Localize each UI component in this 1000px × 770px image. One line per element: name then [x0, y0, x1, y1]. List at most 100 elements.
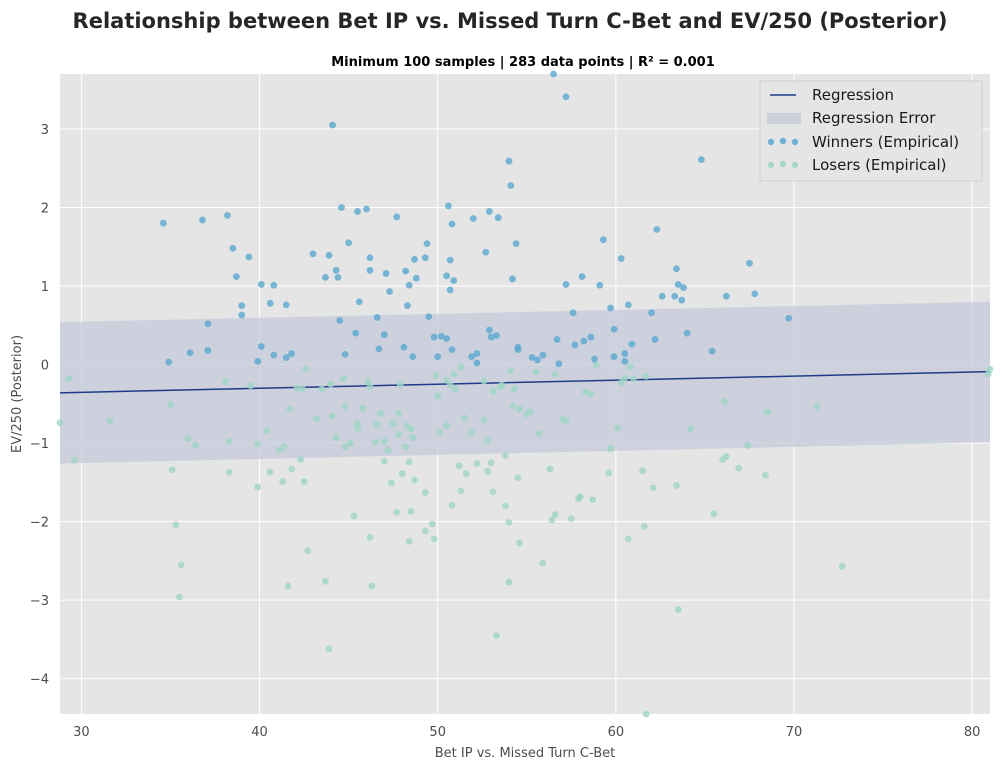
- loser-point: [226, 438, 233, 445]
- loser-point: [408, 426, 415, 433]
- loser-point: [614, 425, 621, 432]
- loser-point: [723, 453, 730, 460]
- loser-point: [641, 523, 648, 530]
- winner-point: [160, 220, 167, 227]
- loser-point: [397, 382, 404, 389]
- winner-point: [596, 282, 603, 289]
- loser-point: [178, 561, 185, 568]
- loser-point: [490, 488, 497, 495]
- winner-point: [229, 245, 236, 252]
- winner-point: [554, 336, 561, 343]
- loser-point: [511, 385, 518, 392]
- x-tick-label: 40: [251, 725, 268, 740]
- winner-point: [424, 240, 431, 247]
- winner-point: [447, 287, 454, 294]
- y-tick-label: −2: [30, 516, 49, 531]
- winner-point: [367, 267, 374, 274]
- loser-point: [506, 579, 513, 586]
- loser-point: [267, 469, 274, 476]
- y-axis-label: EV/250 (Posterior): [10, 335, 25, 453]
- winner-point: [335, 274, 342, 281]
- legend-loser-marker: [768, 162, 774, 168]
- winner-point: [367, 254, 374, 261]
- winner-point: [470, 215, 477, 222]
- winner-point: [165, 359, 172, 366]
- y-tick-label: −4: [30, 673, 49, 688]
- loser-point: [673, 482, 680, 489]
- winner-point: [534, 356, 541, 363]
- winner-point: [402, 268, 409, 275]
- winner-point: [187, 349, 194, 356]
- winner-point: [404, 302, 411, 309]
- chart-subtitle: Minimum 100 samples | 283 data points | …: [331, 55, 715, 70]
- loser-point: [226, 469, 233, 476]
- loser-point: [393, 509, 400, 516]
- winner-point: [204, 347, 211, 354]
- loser-point: [568, 515, 575, 522]
- loser-point: [367, 383, 374, 390]
- loser-point: [326, 645, 333, 652]
- loser-point: [452, 385, 459, 392]
- winner-point: [333, 267, 340, 274]
- winner-point: [356, 298, 363, 305]
- winner-point: [673, 265, 680, 272]
- loser-point: [281, 443, 288, 450]
- winner-point: [514, 346, 521, 353]
- loser-point: [354, 420, 361, 427]
- loser-point: [461, 415, 468, 422]
- winner-point: [509, 276, 516, 283]
- loser-point: [329, 412, 336, 419]
- loser-point: [502, 503, 509, 510]
- loser-point: [359, 405, 366, 412]
- loser-point: [814, 403, 821, 410]
- winner-point: [506, 158, 513, 165]
- winner-point: [354, 208, 361, 215]
- winner-point: [345, 239, 352, 246]
- loser-point: [299, 385, 306, 392]
- loser-point: [589, 496, 596, 503]
- legend-winners: Winners (Empirical): [812, 133, 959, 151]
- y-tick-label: 1: [41, 280, 49, 295]
- winner-point: [322, 274, 329, 281]
- y-tick-label: 0: [41, 359, 49, 374]
- x-tick-label: 70: [786, 725, 803, 740]
- loser-point: [66, 375, 73, 382]
- winner-point: [482, 249, 489, 256]
- x-tick-label: 80: [964, 725, 981, 740]
- loser-point: [839, 563, 846, 570]
- legend-winner-marker: [792, 139, 798, 145]
- winner-point: [449, 221, 456, 228]
- loser-point: [340, 375, 347, 382]
- winner-point: [254, 358, 261, 365]
- winner-point: [233, 273, 240, 280]
- x-tick-label: 50: [429, 725, 446, 740]
- loser-point: [351, 513, 358, 520]
- winner-point: [621, 350, 628, 357]
- winner-point: [363, 206, 370, 213]
- loser-point: [399, 470, 406, 477]
- loser-point: [327, 381, 334, 388]
- loser-point: [456, 462, 463, 469]
- loser-point: [192, 442, 199, 449]
- winner-point: [563, 93, 570, 100]
- loser-point: [422, 489, 429, 496]
- winner-point: [684, 330, 691, 337]
- loser-point: [342, 403, 349, 410]
- winner-point: [336, 317, 343, 324]
- x-tick-label: 30: [73, 725, 90, 740]
- winner-point: [406, 282, 413, 289]
- winner-point: [238, 302, 245, 309]
- loser-point: [627, 364, 634, 371]
- loser-point: [588, 391, 595, 398]
- loser-point: [643, 711, 650, 718]
- winner-point: [283, 301, 290, 308]
- winner-point: [785, 315, 792, 322]
- loser-point: [710, 510, 717, 517]
- winner-point: [580, 338, 587, 345]
- y-tick-label: −1: [30, 437, 49, 452]
- winner-point: [570, 309, 577, 316]
- y-tick-label: 2: [41, 201, 49, 216]
- loser-point: [384, 447, 391, 454]
- winner-point: [746, 260, 753, 267]
- loser-point: [630, 375, 637, 382]
